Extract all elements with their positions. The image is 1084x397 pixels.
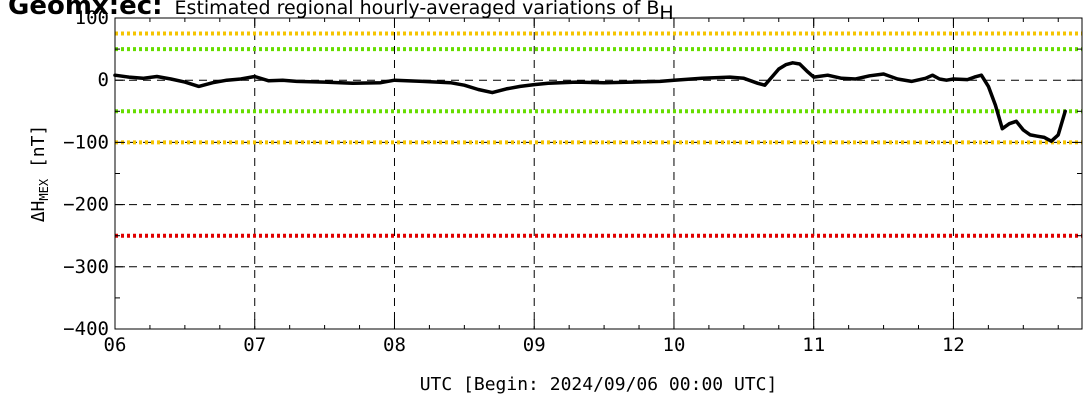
y-axis-label-main: ΔH [28, 201, 49, 223]
plot-frame [114, 17, 1083, 330]
y-tick-label: −400 [63, 318, 109, 340]
x-tick-label: 10 [663, 334, 686, 356]
x-tick-label: 06 [104, 334, 127, 356]
x-tick-label: 12 [942, 334, 965, 356]
chart-title-text: Estimated regional hourly-averaged varia… [175, 0, 660, 19]
y-axis-label-unit: [nT] [28, 125, 49, 179]
chart-title-bold: Geomx:ec: [8, 0, 163, 21]
grid-lines [115, 18, 1082, 329]
y-tick-label: 100 [75, 7, 109, 29]
series-lines [113, 61, 1067, 143]
x-tick-label: 11 [802, 334, 825, 356]
y-tick-labels: 100 0 −100 −200 −300 −400 [63, 7, 109, 340]
y-tick-label: −300 [63, 256, 109, 278]
x-tick-label: 09 [523, 334, 546, 356]
x-tick-label: 07 [243, 334, 266, 356]
x-tick-labels: 06 07 08 09 10 11 12 [104, 334, 965, 356]
y-axis-label: ΔHMEX [nT] [28, 125, 51, 223]
chart-title: Geomx:ec: Estimated regional hourly-avera… [8, 0, 674, 24]
x-tick-label: 08 [383, 334, 406, 356]
y-tick-label: 0 [98, 69, 109, 91]
x-axis-label: UTC [Begin: 2024/09/06 00:00 UTC] [420, 374, 778, 395]
y-tick-label: −200 [63, 194, 109, 216]
y-axis-label-subscript: MEX [37, 178, 51, 200]
series-line [113, 61, 1067, 143]
threshold-lines [115, 31, 1082, 238]
y-tick-label: −100 [63, 131, 109, 153]
chart-title-subscript: H [659, 2, 673, 24]
axis-ticks [114, 17, 1082, 330]
